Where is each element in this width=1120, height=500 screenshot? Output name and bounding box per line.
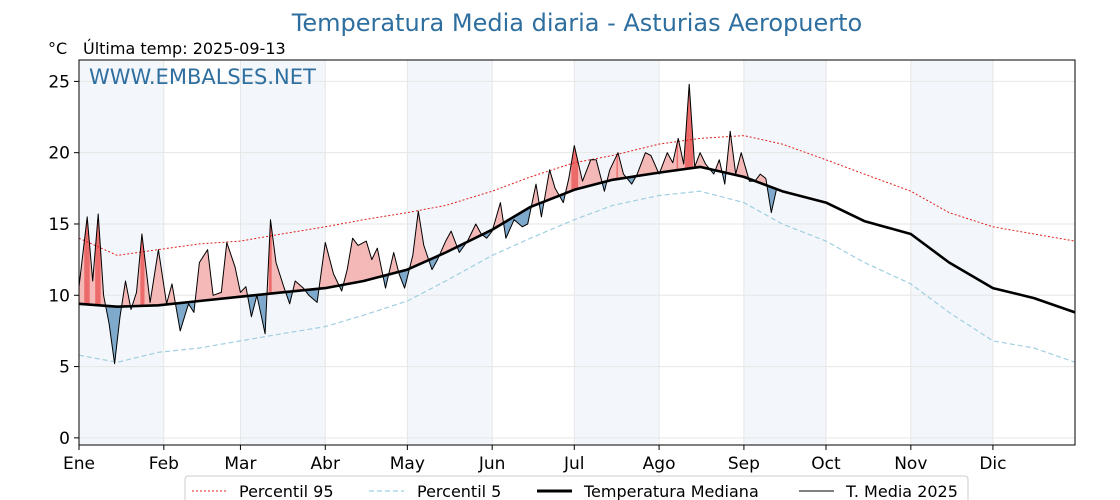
y-tick-label: 15: [48, 215, 70, 235]
chart-title: Temperatura Media diaria - Asturias Aero…: [291, 9, 862, 37]
fill-above-median: [364, 240, 367, 281]
fill-below-median: [522, 210, 524, 228]
fill-above-median: [230, 254, 233, 298]
fill-above-median: [363, 241, 366, 282]
y-tick-label: 25: [48, 72, 70, 92]
fill-above-median: [594, 159, 597, 185]
month-band: [79, 60, 164, 445]
x-tick-label: Sep: [728, 454, 760, 474]
x-tick-label: Dic: [979, 454, 1006, 474]
unit-label: °C: [48, 39, 67, 58]
watermark-text: WWW.EMBALSES.NET: [89, 65, 316, 89]
y-tick-label: 5: [59, 358, 70, 378]
p95-line: [78, 135, 1076, 256]
median-line: [78, 165, 1076, 314]
fill-below-median: [524, 208, 527, 226]
x-tick-label: Oct: [811, 454, 841, 474]
fill-below-median: [315, 288, 318, 303]
fill-below-median: [520, 211, 523, 228]
fill-above-median: [593, 159, 595, 186]
fill-above-median: [360, 242, 363, 282]
fill-above-median: [359, 243, 362, 283]
fill-above-median: [649, 154, 652, 175]
x-axis: Ene Feb Mar Abr May Jun Jul Ago Sep Oct Nov Dic: [63, 445, 1006, 474]
fill-above-median: [232, 258, 234, 298]
fill-above-median: [353, 239, 356, 284]
legend-label-p95: Percentil 95: [239, 482, 334, 500]
y-tick-label: 0: [59, 429, 70, 449]
fill-above-median: [226, 242, 229, 299]
fill-above-median: [375, 248, 378, 279]
fill-above-median: [615, 155, 617, 180]
media-2025-line: [78, 83, 778, 365]
x-tick-label: Jun: [478, 454, 506, 474]
p5-line: [78, 190, 1076, 363]
fill-above-median: [357, 244, 360, 283]
fill-above-median: [229, 250, 232, 299]
fill-below-median: [314, 288, 316, 302]
fill-below-median: [526, 208, 528, 226]
last-temp-label: Última temp: 2025-09-13: [83, 39, 286, 58]
legend-label-p5: Percentil 5: [417, 482, 501, 500]
x-tick-label: Jul: [563, 454, 585, 474]
fill-above-median: [200, 257, 203, 302]
fill-above-median: [352, 237, 355, 284]
x-tick-label: Ago: [643, 454, 676, 474]
fill-above-median: [645, 152, 647, 175]
x-tick-label: Mar: [224, 454, 256, 474]
fill-above-median: [591, 159, 594, 186]
x-tick-label: Abr: [311, 454, 340, 474]
fill-above-median: [372, 253, 375, 279]
month-band: [240, 60, 326, 445]
fill-above-median: [203, 253, 206, 301]
fill-above-median: [362, 242, 364, 282]
legend: Percentil 95 Percentil 5 Temperatura Med…: [184, 475, 969, 500]
month-band: [574, 60, 660, 445]
series-lines: [78, 83, 1076, 365]
month-bands: [79, 60, 993, 445]
y-tick-label: 20: [48, 144, 70, 164]
fill-above-median: [201, 255, 204, 301]
month-band: [910, 60, 993, 445]
fill-above-median: [227, 246, 230, 299]
plot-frame: [78, 59, 1076, 446]
x-tick-label: May: [390, 454, 425, 474]
fill-above-median: [647, 153, 650, 175]
x-tick-label: Nov: [894, 454, 927, 474]
y-tick-label: 10: [48, 286, 70, 306]
legend-label-median: Temperatura Mediana: [583, 482, 759, 500]
fill-above-median: [355, 241, 357, 283]
legend-label-media2025: T. Media 2025: [845, 482, 958, 500]
fill-above-median: [206, 248, 208, 301]
fill-above-median: [590, 159, 593, 186]
fill-above-median: [646, 153, 649, 175]
fill-above-median: [356, 242, 359, 283]
x-tick-label: Ene: [63, 454, 95, 474]
y-axis: 0 5 10 15 20 25: [48, 72, 79, 449]
fill-above-median: [371, 256, 374, 280]
fill-above-median: [366, 241, 368, 281]
month-band: [743, 60, 826, 445]
fill-above-median: [204, 251, 207, 301]
legend-frame: [184, 475, 969, 500]
fill-above-median: [374, 250, 377, 279]
fill-below-median: [523, 209, 526, 227]
fill-above-median: [616, 152, 619, 180]
fill-above-median: [325, 242, 327, 289]
x-tick-label: Feb: [149, 454, 179, 474]
fill-above-median: [199, 259, 201, 302]
